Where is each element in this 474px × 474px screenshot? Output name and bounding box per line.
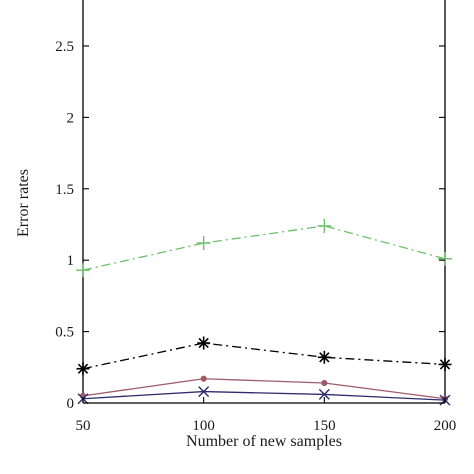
asterisk-marker-stroke [319, 352, 330, 363]
y-tick-label: 0 [67, 396, 75, 412]
x-marker-b [198, 386, 210, 398]
x-tick-label: 50 [76, 418, 91, 434]
data-point [76, 362, 90, 376]
asterisk-marker-stroke [77, 363, 89, 374]
data-point [76, 263, 90, 278]
x-axis-title: Number of new samples [186, 433, 342, 450]
x-tick-label: 100 [192, 418, 215, 434]
y-tick-label: 1 [67, 253, 75, 269]
data-point [197, 336, 211, 350]
series-layer [76, 218, 452, 406]
series-line [82, 225, 446, 271]
data-point [438, 251, 452, 266]
x-marker-b [318, 388, 330, 400]
data-point [318, 388, 330, 400]
plot-area [82, 0, 446, 404]
ticks-layer: 0 0.5 1 1.5 2 2.5 50 100 150 200 [55, 39, 456, 434]
data-point [438, 357, 452, 371]
asterisk-marker-stroke [439, 359, 451, 370]
series-line [82, 342, 446, 370]
series-line [82, 390, 446, 401]
dot-marker [200, 375, 207, 382]
data-point [196, 236, 211, 251]
series-plus [76, 218, 452, 278]
series-line [82, 378, 446, 400]
y-tick-label: 0.5 [55, 325, 74, 341]
x-tick-label: 200 [434, 418, 457, 434]
series-asterisk [76, 336, 452, 376]
asterisk-marker-stroke [198, 337, 209, 349]
data-point [321, 379, 328, 387]
y-tick-label: 2.5 [55, 39, 74, 55]
x-tick-label: 150 [313, 418, 336, 434]
y-axis-title: Error rates [15, 169, 32, 237]
y-tick-label: 1.5 [55, 182, 74, 198]
data-point [317, 218, 332, 233]
data-point [198, 386, 210, 398]
data-point [200, 375, 207, 382]
y-tick-label: 2 [67, 110, 75, 126]
dot-marker [321, 379, 328, 387]
data-point [317, 350, 331, 364]
